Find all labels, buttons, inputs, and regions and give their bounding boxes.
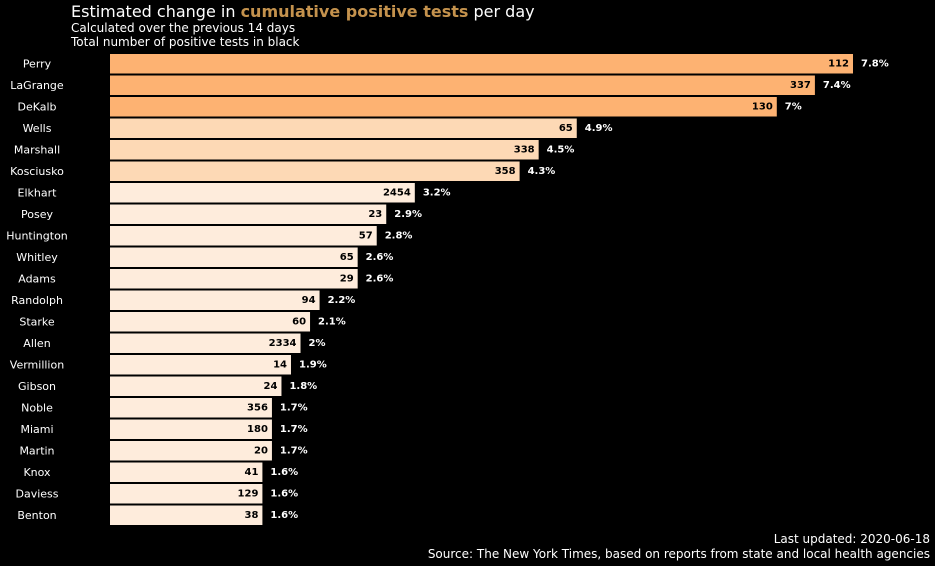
total-label: 358 — [495, 166, 516, 177]
category-label: Gibson — [18, 380, 56, 393]
category-label: Allen — [23, 337, 50, 350]
chart-title-prefix: Estimated change in — [71, 2, 241, 21]
value-label: 2% — [309, 338, 326, 349]
chart-title: Estimated change in cumulative positive … — [71, 2, 535, 21]
total-label: 29 — [340, 273, 354, 284]
category-label: Daviess — [15, 487, 58, 500]
bar-wells — [110, 118, 577, 138]
total-label: 57 — [359, 230, 373, 241]
bar-posey — [110, 204, 387, 224]
value-label: 1.7% — [280, 445, 308, 456]
value-label: 2.6% — [366, 273, 394, 284]
value-label: 7.8% — [861, 58, 889, 69]
total-label: 65 — [559, 123, 573, 134]
bar-lagrange — [110, 75, 815, 95]
total-label: 337 — [790, 80, 811, 91]
bar-martin — [110, 441, 272, 461]
bar-vermillion — [110, 355, 291, 375]
value-label: 1.9% — [299, 359, 327, 370]
category-label: Perry — [23, 57, 52, 70]
category-label: Randolph — [11, 294, 63, 307]
total-label: 2334 — [269, 338, 297, 349]
total-label: 14 — [273, 359, 287, 370]
category-label: Martin — [19, 444, 54, 457]
bar-noble — [110, 398, 272, 418]
bar-daviess — [110, 484, 263, 504]
category-label: Elkhart — [18, 186, 58, 199]
bar-whitley — [110, 247, 358, 267]
total-label: 2454 — [383, 187, 411, 198]
total-label: 130 — [752, 101, 773, 112]
bar-adams — [110, 269, 358, 289]
total-label: 112 — [828, 58, 849, 69]
total-label: 20 — [254, 445, 268, 456]
value-label: 7% — [785, 101, 802, 112]
chart-footer: Last updated: 2020-06-18 Source: The New… — [428, 532, 930, 562]
bar-perry — [110, 54, 853, 74]
value-label: 2.2% — [328, 295, 356, 306]
category-label: Miami — [20, 423, 53, 436]
category-label: Huntington — [6, 229, 68, 242]
value-label: 2.9% — [394, 209, 422, 220]
total-label: 23 — [368, 209, 382, 220]
chart-subtitle-2: Total number of positive tests in black — [71, 35, 300, 49]
category-label: Benton — [17, 509, 56, 522]
bar-huntington — [110, 226, 377, 246]
value-label: 1.7% — [280, 424, 308, 435]
total-label: 129 — [238, 488, 259, 499]
chart-subtitle-1: Calculated over the previous 14 days — [71, 21, 296, 35]
value-label: 4.3% — [528, 166, 556, 177]
bar-gibson — [110, 376, 282, 396]
category-label: Noble — [21, 401, 53, 414]
total-label: 94 — [302, 295, 316, 306]
category-label: Adams — [18, 272, 56, 285]
category-label: LaGrange — [10, 79, 64, 92]
value-label: 2.6% — [366, 252, 394, 263]
bar-miami — [110, 419, 272, 439]
bar-elkhart — [110, 183, 415, 203]
value-label: 1.6% — [270, 510, 298, 521]
value-label: 3.2% — [423, 187, 451, 198]
value-label: 2.1% — [318, 316, 346, 327]
chart-title-highlight: cumulative positive tests — [240, 2, 469, 21]
total-label: 338 — [514, 144, 535, 155]
last-updated-text: Last updated: 2020-06-18 — [773, 532, 930, 546]
total-label: 24 — [264, 381, 278, 392]
bar-benton — [110, 505, 263, 525]
category-label: Posey — [21, 208, 53, 221]
category-label: DeKalb — [17, 100, 56, 113]
value-label: 4.5% — [547, 144, 575, 155]
value-label: 1.7% — [280, 402, 308, 413]
bar-dekalb — [110, 97, 777, 117]
value-label: 2.8% — [385, 230, 413, 241]
value-label: 1.8% — [289, 381, 317, 392]
chart-title-suffix: per day — [468, 2, 535, 21]
category-label: Wells — [23, 122, 52, 135]
chart-title-block: Estimated change in cumulative positive … — [71, 2, 535, 49]
category-label: Starke — [19, 315, 55, 328]
value-label: 1.6% — [270, 488, 298, 499]
total-label: 41 — [244, 467, 258, 478]
bar-randolph — [110, 290, 320, 310]
source-text: Source: The New York Times, based on rep… — [427, 547, 930, 561]
total-label: 356 — [247, 402, 268, 413]
category-label: Vermillion — [10, 358, 64, 371]
total-label: 38 — [244, 510, 258, 521]
category-label: Knox — [23, 466, 51, 479]
value-label: 1.6% — [270, 467, 298, 478]
bar-marshall — [110, 140, 539, 160]
value-label: 4.9% — [585, 123, 613, 134]
total-label: 180 — [247, 424, 268, 435]
total-label: 65 — [340, 252, 354, 263]
bar-kosciusko — [110, 161, 520, 181]
value-label: 7.4% — [823, 80, 851, 91]
bar-knox — [110, 462, 263, 482]
total-label: 60 — [292, 316, 306, 327]
bar-starke — [110, 312, 311, 332]
category-label: Marshall — [14, 143, 60, 156]
category-label: Whitley — [16, 251, 58, 264]
category-label: Kosciusko — [10, 165, 64, 178]
bar-allen — [110, 333, 301, 353]
